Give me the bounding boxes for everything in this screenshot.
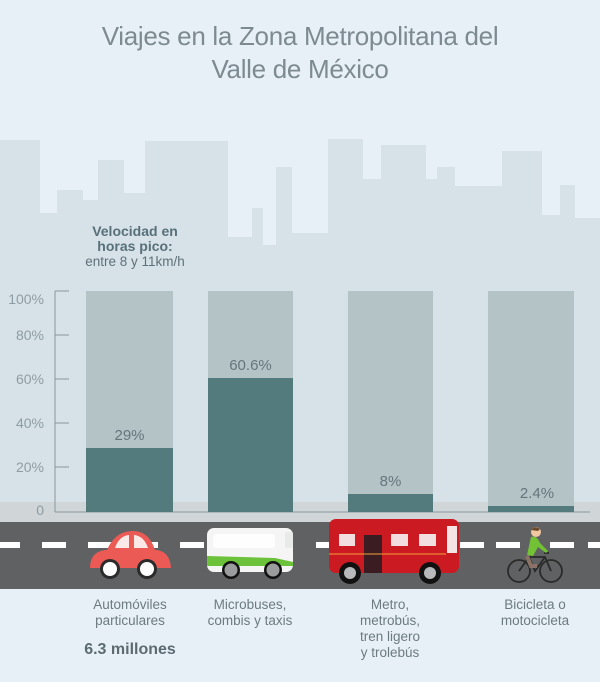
bicycle-icon <box>507 527 563 583</box>
bar-fill <box>488 506 574 512</box>
car-total-annotation: 6.3 millones <box>84 641 176 658</box>
category-label-metro: Metro, metrobús, tren ligero y trolebús <box>330 597 450 661</box>
y-tick-0: 0 <box>36 502 44 518</box>
label-line: motocicleta <box>500 613 570 628</box>
y-tick-20: 20% <box>15 459 44 475</box>
bar-metro <box>348 291 433 512</box>
bar-microbuses <box>208 291 293 512</box>
speed-annotation-heading-2: horas pico: <box>97 238 173 254</box>
bar-bicicleta <box>488 291 574 512</box>
bar-fill <box>208 378 293 512</box>
y-tick-40: 40% <box>15 415 44 431</box>
bar-fill <box>86 448 173 512</box>
y-tick-60: 60% <box>15 371 44 387</box>
bar-value-label: 8% <box>379 473 402 490</box>
category-label-bicicleta: Bicicleta o motocicleta <box>470 597 600 629</box>
label-line: Bicicleta o <box>504 597 566 612</box>
bar-value-label: 60.6% <box>229 357 272 374</box>
chart-title-line2: Valle de México <box>211 54 389 84</box>
bar-fill <box>348 494 433 512</box>
microbus-icon <box>207 528 293 579</box>
y-tick-100: 100% <box>8 291 44 307</box>
bar-value-label: 29% <box>114 427 145 444</box>
label-line: Automóviles <box>93 597 167 612</box>
car-icon <box>90 531 171 579</box>
label-line: particulares <box>95 613 165 628</box>
category-label-microbuses: Microbuses, combis y taxis <box>185 597 315 629</box>
bar-value-label: 2.4% <box>519 485 555 502</box>
category-label-automoviles: Automóviles particulares <box>60 597 200 629</box>
red-bus-icon <box>329 519 459 584</box>
chart-title: Viajes en la Zona Metropolitana del Vall… <box>0 20 600 86</box>
bar-automoviles <box>86 291 173 512</box>
label-line: combis y taxis <box>207 613 293 628</box>
speed-annotation-heading-1: Velocidad en <box>92 223 178 239</box>
label-line: Metro, <box>370 597 410 612</box>
label-line: tren ligero <box>359 629 421 644</box>
speed-annotation: Velocidad en horas pico: entre 8 y 11km/… <box>60 223 210 270</box>
label-line: Microbuses, <box>213 597 287 612</box>
chart-title-line1: Viajes en la Zona Metropolitana del <box>101 21 499 51</box>
label-line: metrobús, <box>359 613 421 628</box>
speed-annotation-detail: entre 8 y 11km/h <box>85 254 185 269</box>
label-line: y trolebús <box>360 645 420 660</box>
y-tick-80: 80% <box>15 327 44 343</box>
